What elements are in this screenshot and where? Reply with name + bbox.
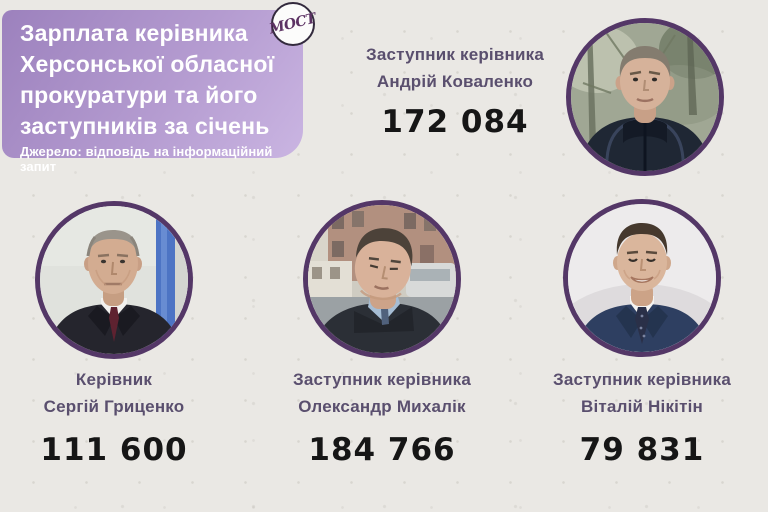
header-box: Зарплата керівника Херсонської обласної … (2, 10, 303, 174)
person-name: Олександр Михалік (298, 397, 466, 416)
salary-value: 172 084 (381, 104, 529, 140)
person-card-nikitin-caption: Заступник керівника Віталій Нікітін 79 8… (522, 366, 762, 467)
person-card-hrytsenko-caption: Керівник Сергій Гриценко 111 600 (0, 366, 234, 467)
salary-value: 79 831 (579, 432, 705, 468)
page-title: Зарплата керівника Херсонської обласної … (20, 20, 275, 139)
person-name: Андрій Коваленко (376, 72, 534, 91)
portrait-hrytsenko-illustration (40, 206, 188, 354)
portrait-nikitin-photo (563, 199, 721, 357)
person-name: Віталій Нікітін (580, 397, 704, 416)
portrait-nikitin-illustration (568, 204, 716, 352)
role-label: Заступник керівника (293, 370, 471, 389)
person-card-kovalenko-caption: Заступник керівника Андрій Коваленко 172… (335, 41, 575, 139)
role-label: Заступник керівника (553, 370, 731, 389)
most-logo: МОСТ (268, 2, 318, 46)
person-card-mykhalik-caption: Заступник керівника Олександр Михалік 18… (262, 366, 502, 467)
portrait-kovalenko-photo (566, 18, 724, 176)
source-note: Джерело: відповідь на інформаційний запи… (20, 144, 273, 174)
role-label: Керівник (75, 370, 153, 389)
portrait-kovalenko-illustration (571, 23, 719, 171)
salary-value: 111 600 (40, 432, 188, 468)
portrait-mykhalik-illustration (308, 205, 456, 353)
portrait-hrytsenko-photo (35, 201, 193, 359)
role-label: Заступник керівника (366, 45, 544, 64)
salary-value: 184 766 (308, 432, 456, 468)
person-name: Сергій Гриценко (43, 397, 185, 416)
most-logo-text: МОСТ (268, 10, 318, 38)
portrait-mykhalik-photo (303, 200, 461, 358)
